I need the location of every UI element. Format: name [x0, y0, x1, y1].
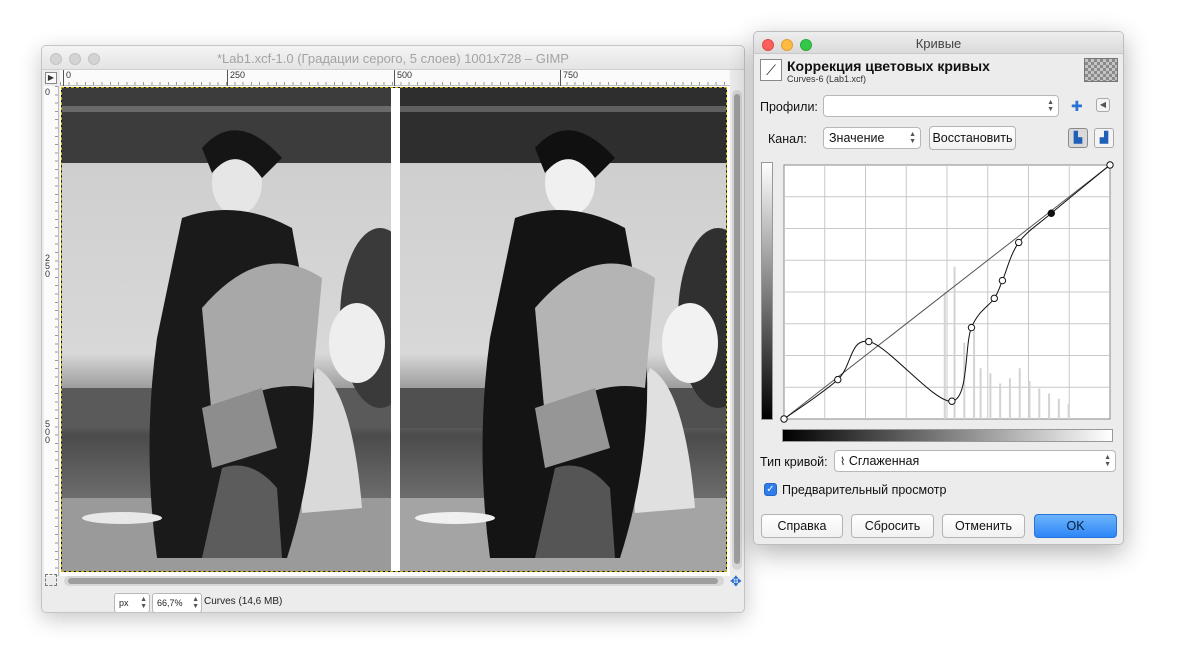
reset-button[interactable]: Сбросить [851, 514, 934, 538]
ruler-label: 500 [45, 419, 51, 445]
dialog-title: Кривые [915, 36, 962, 51]
curve-type-combo[interactable]: ⌇ Сглаженная ▲ ▼ [834, 450, 1116, 472]
control-point[interactable] [948, 397, 956, 405]
histogram-bar [1067, 403, 1070, 419]
spin-arrows-icon: ▲ ▼ [192, 596, 199, 610]
curves-tool-icon: ⟋ [760, 59, 782, 81]
preview-label: Предварительный просмотр [782, 483, 947, 497]
curve-type-value: Сглаженная [848, 454, 920, 468]
ok-button[interactable]: OK [1034, 514, 1117, 538]
histogram-bar [973, 330, 976, 419]
channel-combo[interactable]: Значение ▲ ▼ [823, 127, 921, 149]
zoom-value: 66,7% [157, 598, 183, 608]
presets-label: Профили: [760, 100, 818, 114]
histogram-bar [1018, 368, 1021, 419]
dialog-subheading: Curves-6 (Lab1.xcf) [787, 74, 867, 84]
close-button[interactable] [762, 39, 774, 51]
dancer-illustration [62, 88, 391, 571]
control-point[interactable] [998, 276, 1007, 285]
minimize-button[interactable] [69, 53, 81, 65]
unit-value: px [119, 598, 129, 608]
control-point[interactable] [834, 375, 842, 384]
control-point[interactable] [990, 294, 998, 303]
reset-channel-button[interactable]: Восстановить [929, 126, 1016, 150]
output-gradient [761, 162, 773, 420]
vertical-scrollbar[interactable] [732, 90, 742, 570]
histogram-bar [989, 373, 992, 419]
selected-control-point[interactable] [1047, 209, 1056, 217]
photo-right [400, 88, 726, 571]
histogram-bar [999, 383, 1002, 419]
histogram-bar [979, 368, 982, 419]
dancer-illustration [400, 88, 726, 571]
histogram-bar [1048, 393, 1051, 419]
smooth-curve-icon: ⌇ [840, 456, 846, 468]
photo-left [62, 88, 391, 571]
spin-arrows-icon: ▲ ▼ [1047, 99, 1054, 113]
horizontal-scrollbar[interactable] [64, 576, 724, 586]
spin-arrows-icon: ▲ ▼ [909, 131, 916, 145]
help-button[interactable]: Справка [761, 514, 843, 538]
control-point[interactable] [1106, 161, 1114, 169]
layer-boundary [61, 87, 727, 572]
close-button[interactable] [50, 53, 62, 65]
gimp-window-title: *Lab1.xcf-1.0 (Градации серого, 5 слоев)… [217, 51, 569, 66]
histogram-bar [1057, 398, 1060, 419]
histogram-bar [1008, 378, 1011, 419]
status-message: Curves (14,6 MB) [204, 596, 283, 607]
quick-mask-icon[interactable] [45, 574, 57, 586]
control-point[interactable] [780, 415, 788, 423]
curve-editor[interactable] [780, 161, 1114, 423]
vertical-ruler[interactable]: 0 250 500 [44, 86, 59, 576]
channel-value: Значение [829, 131, 885, 145]
navigate-icon[interactable]: ✥ [730, 573, 742, 589]
image-gap [391, 88, 400, 571]
control-point[interactable] [1015, 238, 1023, 247]
ruler-label: 750 [560, 70, 578, 86]
spin-arrows-icon: ▲ ▼ [1104, 454, 1111, 468]
control-point[interactable] [967, 323, 976, 332]
histogram-bar [943, 292, 946, 419]
ruler-menu-icon[interactable]: ▶ [45, 72, 57, 84]
ruler-label: 0 [63, 70, 71, 86]
histogram-bar [953, 266, 956, 419]
horizontal-ruler[interactable]: 0 250 500 750 [60, 70, 730, 86]
linear-histogram-icon[interactable]: ▙ [1068, 128, 1088, 148]
presets-combo[interactable]: ▲ ▼ [823, 95, 1059, 117]
spin-arrows-icon: ▲ ▼ [140, 596, 147, 610]
maximize-button[interactable] [88, 53, 100, 65]
preset-menu-icon[interactable]: ◀ [1096, 98, 1110, 112]
input-gradient [782, 429, 1113, 442]
add-preset-icon[interactable]: ✚ [1071, 98, 1083, 114]
cancel-button[interactable]: Отменить [942, 514, 1025, 538]
gimp-title-bar: *Lab1.xcf-1.0 (Градации серого, 5 слоев)… [42, 46, 744, 70]
gimp-image-window: *Lab1.xcf-1.0 (Градации серого, 5 слоев)… [41, 45, 745, 613]
histogram-bar [1038, 388, 1041, 419]
curve-graph[interactable] [780, 161, 1114, 423]
image-canvas[interactable] [60, 86, 730, 576]
ruler-label: 500 [394, 70, 412, 86]
histogram-bar [1028, 380, 1031, 419]
log-histogram-icon[interactable]: ▟ [1094, 128, 1114, 148]
ruler-label: 250 [45, 253, 51, 279]
unit-select[interactable]: px ▲ ▼ [114, 593, 150, 612]
tone-curve [783, 164, 1111, 420]
channel-label: Канал: [768, 132, 807, 146]
dialog-heading: Коррекция цветовых кривых [787, 58, 990, 74]
zoom-select[interactable]: 66,7% ▲ ▼ [152, 593, 202, 612]
layer-thumbnail [1084, 58, 1118, 82]
curves-title-bar: Кривые [754, 32, 1123, 54]
ruler-label: 0 [45, 87, 51, 97]
preview-checkbox[interactable]: ✓ [764, 483, 777, 496]
ruler-label: 250 [227, 70, 245, 86]
curve-type-label: Тип кривой: [760, 455, 828, 469]
curves-dialog: Кривые ⟋ Коррекция цветовых кривых Curve… [753, 31, 1124, 545]
minimize-button[interactable] [781, 39, 793, 51]
status-bar: px ▲ ▼ 66,7% ▲ ▼ Curves (14,6 MB) [42, 592, 744, 612]
control-point[interactable] [865, 337, 873, 346]
maximize-button[interactable] [800, 39, 812, 51]
